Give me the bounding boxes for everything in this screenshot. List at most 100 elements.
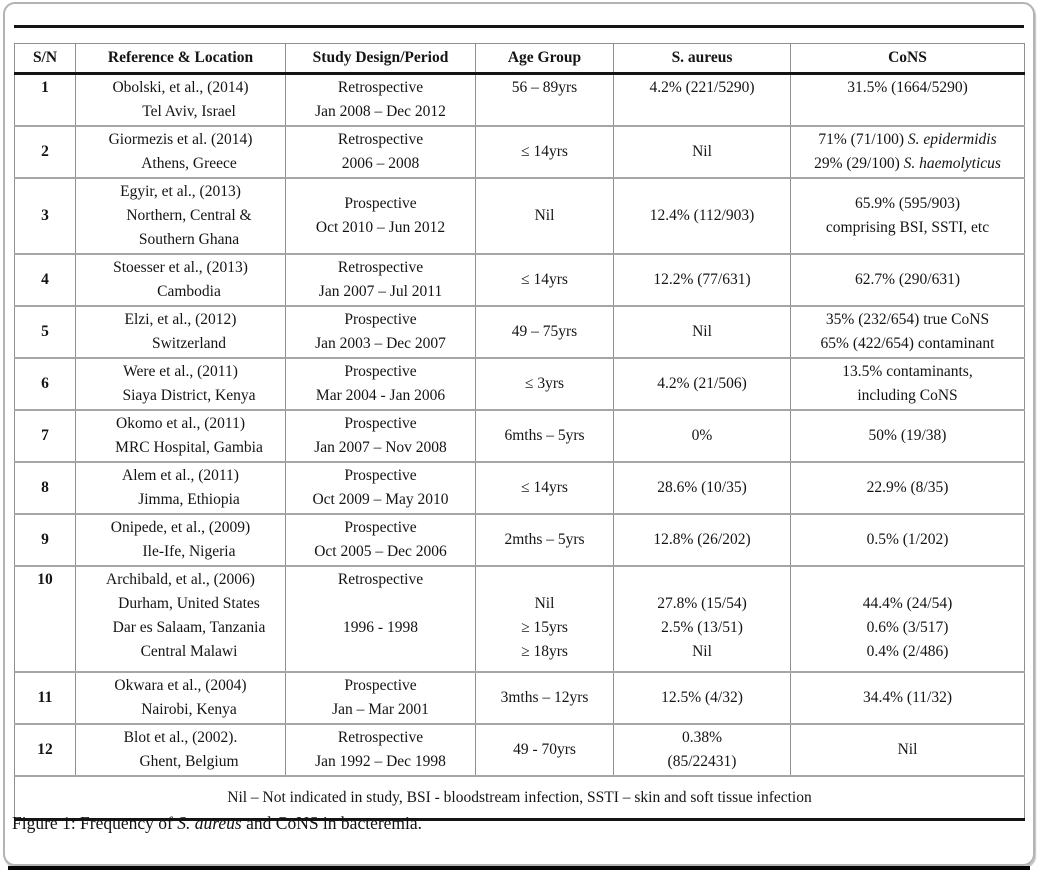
cell-reference: Blot et al., (2002). Ghent, Belgium (75, 723, 286, 776)
cell-reference: Egyir, et al., (2013) Northern, Central &… (75, 177, 286, 254)
cell-age: ≤ 14yrs (475, 253, 614, 306)
cell-cons: 31.5% (1664/5290) (790, 72, 1025, 126)
column-header: S. aureus (613, 43, 791, 75)
cell-age: Nil (475, 177, 614, 254)
table-row: 7 Okomo et al., (2011) MRC Hospital, Gambi… (14, 409, 1025, 462)
cell-cons: 71% (71/100) S. epidermidis 29% (29/100) … (790, 125, 1025, 178)
cell-study: Prospective Jan 2003 – Dec 2007 (285, 305, 476, 358)
column-header: Reference & Location (75, 43, 286, 75)
cell-sn: 10 (14, 565, 76, 672)
cell-age: ≤ 14yrs (475, 461, 614, 514)
cell-reference: Elzi, et al., (2012) Switzerland (75, 305, 286, 358)
cell-cons: 35% (232/654) true CoNS 65% (422/654) con… (790, 305, 1025, 358)
cell-aureus: 12.5% (4/32) (613, 671, 791, 724)
table-row: 1 Obolski, et al., (2014) Tel Aviv, Israel… (14, 72, 1025, 126)
table-row: 11 Okwara et al., (2004) Nairobi, Kenya Pro… (14, 671, 1025, 724)
cell-cons: 0.5% (1/202) (790, 513, 1025, 566)
cell-aureus: 27.8% (15/54) 2.5% (13/51) Nil (613, 565, 791, 672)
cell-reference: Archibald, et al., (2006) Durham, United … (75, 565, 286, 672)
cell-sn: 5 (14, 305, 76, 358)
table-top-rule (14, 25, 1024, 28)
cell-reference: Giormezis et al. (2014) Athens, Greece (75, 125, 286, 178)
cell-cons: 50% (19/38) (790, 409, 1025, 462)
cell-reference: Okwara et al., (2004) Nairobi, Kenya (75, 671, 286, 724)
table-row: 4 Stoesser et al., (2013) Cambodia Retrospe… (14, 253, 1025, 306)
column-header: Study Design/Period (285, 43, 476, 75)
cell-cons: 13.5% contaminants, including CoNS (790, 357, 1025, 410)
cell-sn: 11 (14, 671, 76, 724)
table-row: 3 Egyir, et al., (2013) Northern, Central … (14, 177, 1025, 254)
table-row: 12 Blot et al., (2002). Ghent, Belgium Retr… (14, 723, 1025, 776)
cell-age: 56 – 89yrs (475, 72, 614, 126)
cell-study: Prospective Oct 2010 – Jun 2012 (285, 177, 476, 254)
table-header-row: S/N Reference & Location Study Design/Peri… (14, 43, 1025, 75)
cell-aureus: 12.4% (112/903) (613, 177, 791, 254)
cell-aureus: 28.6% (10/35) (613, 461, 791, 514)
cell-age: 6mths – 5yrs (475, 409, 614, 462)
cell-aureus: 12.2% (77/631) (613, 253, 791, 306)
cell-study: Prospective Jan 2007 – Nov 2008 (285, 409, 476, 462)
cell-aureus: 0% (613, 409, 791, 462)
footnote-row: Nil – Not indicated in study, BSI - bloo… (14, 775, 1025, 821)
cell-cons: 44.4% (24/54) 0.6% (3/517) 0.4% (2/486) (790, 565, 1025, 672)
cell-sn: 12 (14, 723, 76, 776)
column-header: Age Group (475, 43, 614, 75)
table-body: 1 Obolski, et al., (2014) Tel Aviv, Israel… (14, 72, 1025, 821)
table-row: 5 Elzi, et al., (2012) Switzerland Prospect… (14, 305, 1025, 358)
cell-age: 49 – 75yrs (475, 305, 614, 358)
cell-reference: Onipede, et al., (2009) Ile-Ife, Nigeria (75, 513, 286, 566)
cell-cons: Nil (790, 723, 1025, 776)
cell-age: ≤ 3yrs (475, 357, 614, 410)
cell-cons: 22.9% (8/35) (790, 461, 1025, 514)
table-row: 2 Giormezis et al. (2014) Athens, Greece Re… (14, 125, 1025, 178)
cell-age: ≤ 14yrs (475, 125, 614, 178)
cell-reference: Okomo et al., (2011) MRC Hospital, Gambia (75, 409, 286, 462)
cell-study: Retrospective Jan 1992 – Dec 1998 (285, 723, 476, 776)
studies-table: S/N Reference & Location Study Design/Peri… (14, 43, 1025, 821)
cell-study: Prospective Jan – Mar 2001 (285, 671, 476, 724)
cell-sn: 4 (14, 253, 76, 306)
table-row: 6 Were et al., (2011) Siaya District, Keny… (14, 357, 1025, 410)
cell-aureus: 4.2% (21/506) (613, 357, 791, 410)
cell-sn: 1 (14, 72, 76, 126)
table-row: 10 Archibald, et al., (2006) Durham, Unite… (14, 565, 1025, 672)
cell-aureus: Nil (613, 125, 791, 178)
cell-study: Retrospective Jan 2008 – Dec 2012 (285, 72, 476, 126)
figure-caption: Figure 1: Frequency of S. aureus and CoN… (12, 813, 423, 833)
cell-age: Nil ≥ 15yrs ≥ 18yrs (475, 565, 614, 672)
cell-study: Prospective Oct 2009 – May 2010 (285, 461, 476, 514)
table-row: 8 Alem et al., (2011) Jimma, Ethiopia Prosp… (14, 461, 1025, 514)
cell-aureus: 12.8% (26/202) (613, 513, 791, 566)
table-row: 9 Onipede, et al., (2009) Ile-Ife, Nigeria… (14, 513, 1025, 566)
cell-sn: 6 (14, 357, 76, 410)
cell-reference: Alem et al., (2011) Jimma, Ethiopia (75, 461, 286, 514)
cell-sn: 2 (14, 125, 76, 178)
cell-reference: Obolski, et al., (2014) Tel Aviv, Israel (75, 72, 286, 126)
cell-study: Retrospective 1996 - 1998 (285, 565, 476, 672)
column-header: S/N (14, 43, 76, 75)
cell-reference: Were et al., (2011) Siaya District, Kenya (75, 357, 286, 410)
cell-aureus: 0.38% (85/22431) (613, 723, 791, 776)
table-footnote: Nil – Not indicated in study, BSI - bloo… (14, 775, 1025, 821)
page-divider-rule (8, 866, 1030, 870)
cell-cons: 34.4% (11/32) (790, 671, 1025, 724)
cell-age: 2mths – 5yrs (475, 513, 614, 566)
column-header: CoNS (790, 43, 1025, 75)
cell-study: Retrospective Jan 2007 – Jul 2011 (285, 253, 476, 306)
cell-aureus: Nil (613, 305, 791, 358)
cell-sn: 8 (14, 461, 76, 514)
cell-reference: Stoesser et al., (2013) Cambodia (75, 253, 286, 306)
cell-age: 49 - 70yrs (475, 723, 614, 776)
cell-study: Prospective Mar 2004 - Jan 2006 (285, 357, 476, 410)
cell-sn: 9 (14, 513, 76, 566)
cell-aureus: 4.2% (221/5290) (613, 72, 791, 126)
cell-cons: 65.9% (595/903) comprising BSI, SSTI, etc (790, 177, 1025, 254)
cell-study: Prospective Oct 2005 – Dec 2006 (285, 513, 476, 566)
figure-border-frame (3, 2, 1035, 866)
cell-sn: 3 (14, 177, 76, 254)
cell-sn: 7 (14, 409, 76, 462)
cell-study: Retrospective 2006 – 2008 (285, 125, 476, 178)
cell-age: 3mths – 12yrs (475, 671, 614, 724)
cell-cons: 62.7% (290/631) (790, 253, 1025, 306)
